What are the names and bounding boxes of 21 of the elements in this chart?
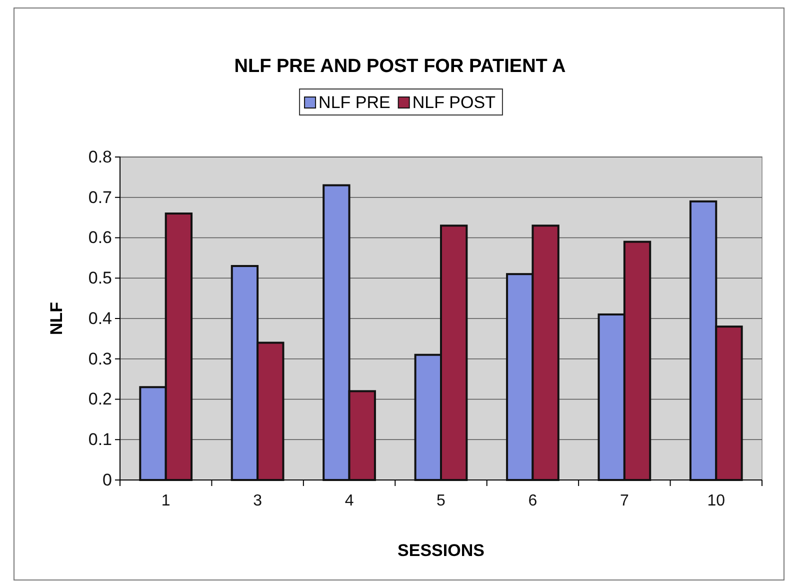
y-tick-label: 0.8 bbox=[88, 147, 112, 166]
y-tick-label: 0.4 bbox=[88, 308, 112, 328]
x-tick-label: 3 bbox=[253, 492, 262, 510]
x-tick-label: 7 bbox=[620, 492, 629, 510]
y-tick-label: 0.7 bbox=[88, 188, 112, 207]
y-tick-label: 0.2 bbox=[88, 390, 112, 409]
legend-label: NLF POST bbox=[412, 93, 496, 112]
x-tick-label: 10 bbox=[707, 492, 726, 510]
x-tick-label: 4 bbox=[344, 492, 354, 510]
y-tick-label: 0.1 bbox=[88, 430, 112, 450]
y-tick-label: 0.5 bbox=[88, 268, 112, 288]
y-tick-label: 0 bbox=[102, 470, 112, 490]
chart-title: NLF PRE AND POST FOR PATIENT A bbox=[234, 56, 566, 77]
y-axis-title: NLF bbox=[47, 302, 66, 336]
legend-label: NLF PRE bbox=[318, 93, 390, 112]
y-tick-label: 0.6 bbox=[88, 228, 112, 248]
x-tick-label: 5 bbox=[436, 492, 446, 510]
y-tick-label: 0.3 bbox=[88, 349, 112, 368]
x-tick-label: 1 bbox=[161, 492, 170, 510]
x-tick-label: 6 bbox=[528, 492, 538, 510]
x-axis-title: SESSIONS bbox=[398, 541, 484, 560]
